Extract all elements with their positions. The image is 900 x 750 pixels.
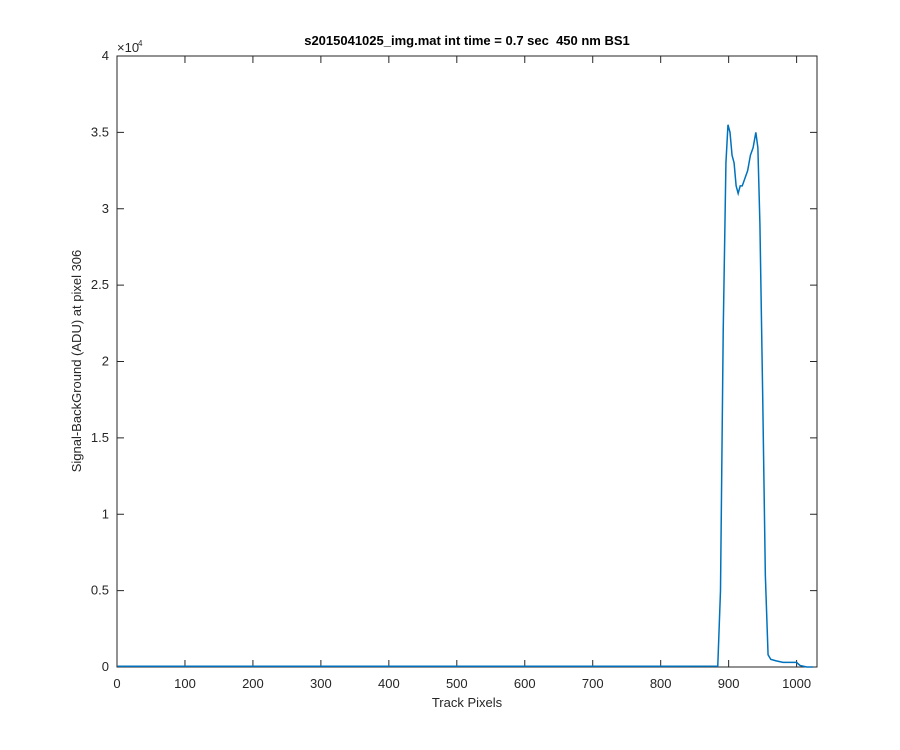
y-tick-label: 0.5 [91,583,109,598]
x-tick-label: 200 [242,676,264,691]
y-tick-label: 1 [102,506,109,521]
data-line [117,124,813,668]
x-tick-label: 500 [446,676,468,691]
y-tick-label: 3.5 [91,124,109,139]
x-tick-label: 1000 [782,676,811,691]
y-tick-label: 2 [102,354,109,369]
y-tick-label: 3 [102,201,109,216]
y-exponent-power: 4 [138,39,143,48]
x-tick-label: 700 [582,676,604,691]
x-tick-label: 300 [310,676,332,691]
x-tick-label: 0 [113,676,120,691]
plot-frame [116,55,818,668]
y-tick-label: 4 [102,48,109,63]
x-tick-label: 600 [514,676,536,691]
chart-title: s2015041025_img.mat int time = 0.7 sec 4… [304,33,630,48]
x-tick-label: 800 [650,676,672,691]
x-tick-label: 400 [378,676,400,691]
x-axis-label: Track Pixels [432,695,503,710]
x-tick-label: 100 [174,676,196,691]
y-axis-label: Signal-BackGround (ADU) at pixel 306 [69,250,84,473]
y-exponent-base: ×10 [117,40,139,55]
y-tick-label: 0 [102,659,109,674]
y-tick-label: 2.5 [91,277,109,292]
x-tick-label: 900 [718,676,740,691]
y-tick-label: 1.5 [91,430,109,445]
